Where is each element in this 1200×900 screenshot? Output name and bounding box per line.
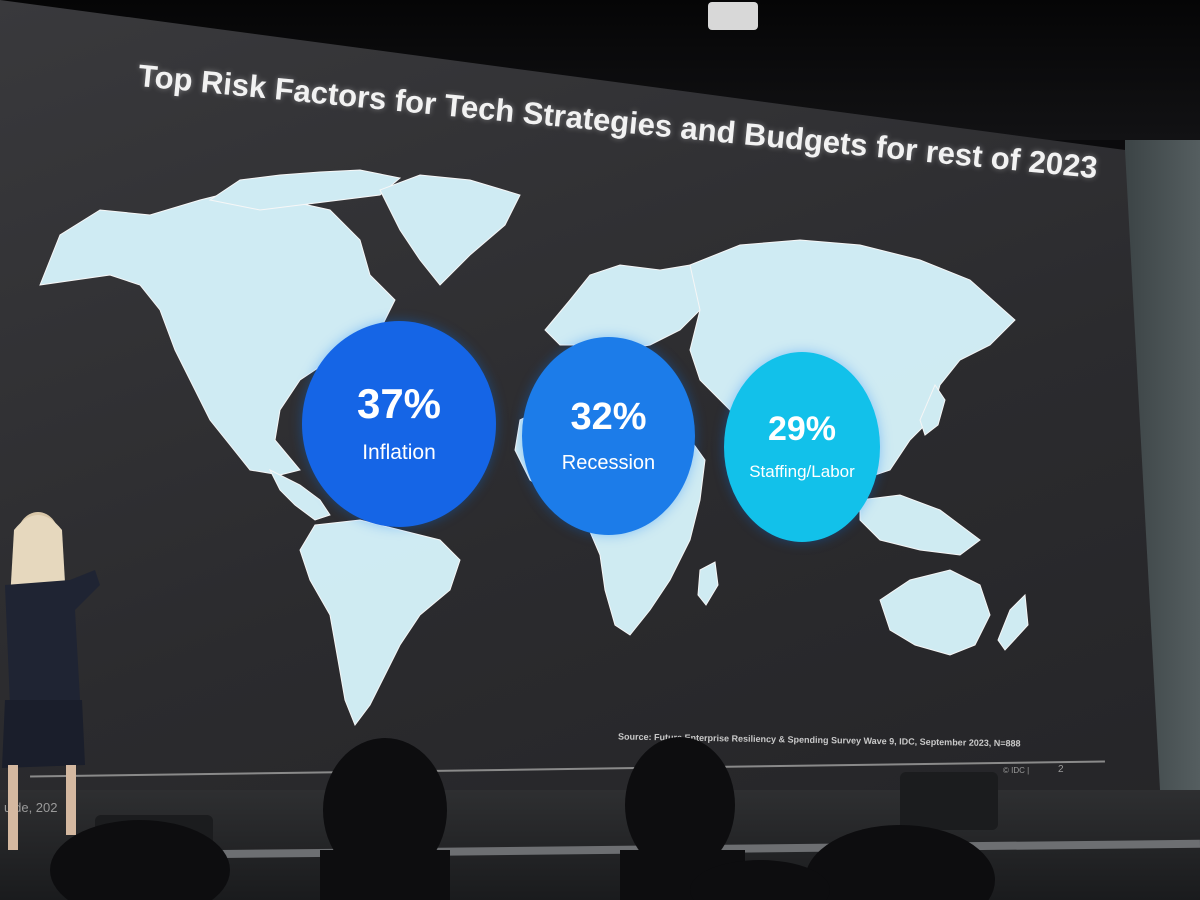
page-number: 2: [1058, 764, 1064, 775]
arctic-islands: [208, 169, 402, 211]
staffing-percent: 29%: [767, 410, 837, 448]
new-zealand: [997, 593, 1029, 651]
recession-stat-bubble: 32% Recession: [522, 337, 695, 535]
presenter: [2, 512, 100, 850]
recession-percent: 32%: [570, 395, 647, 438]
madagascar: [697, 561, 719, 606]
inflation-stat-bubble: 37% Inflation: [302, 321, 496, 527]
inflation-percent: 37%: [356, 380, 442, 427]
stage-monitor-right: [900, 772, 998, 830]
south-america: [299, 519, 461, 727]
staffing-label: Staffing/Labor: [749, 462, 855, 481]
japan: [919, 383, 946, 436]
inflation-label: Inflation: [362, 441, 436, 464]
central-america: [268, 468, 331, 521]
staffing-stat-bubble: 29% Staffing/Labor: [724, 352, 880, 542]
spotlight: [708, 2, 758, 30]
copyright-text: © IDC |: [1003, 766, 1030, 775]
greenland: [379, 174, 521, 286]
southeast-asia: [859, 494, 981, 556]
recession-label: Recession: [561, 451, 656, 474]
australia: [879, 569, 991, 656]
